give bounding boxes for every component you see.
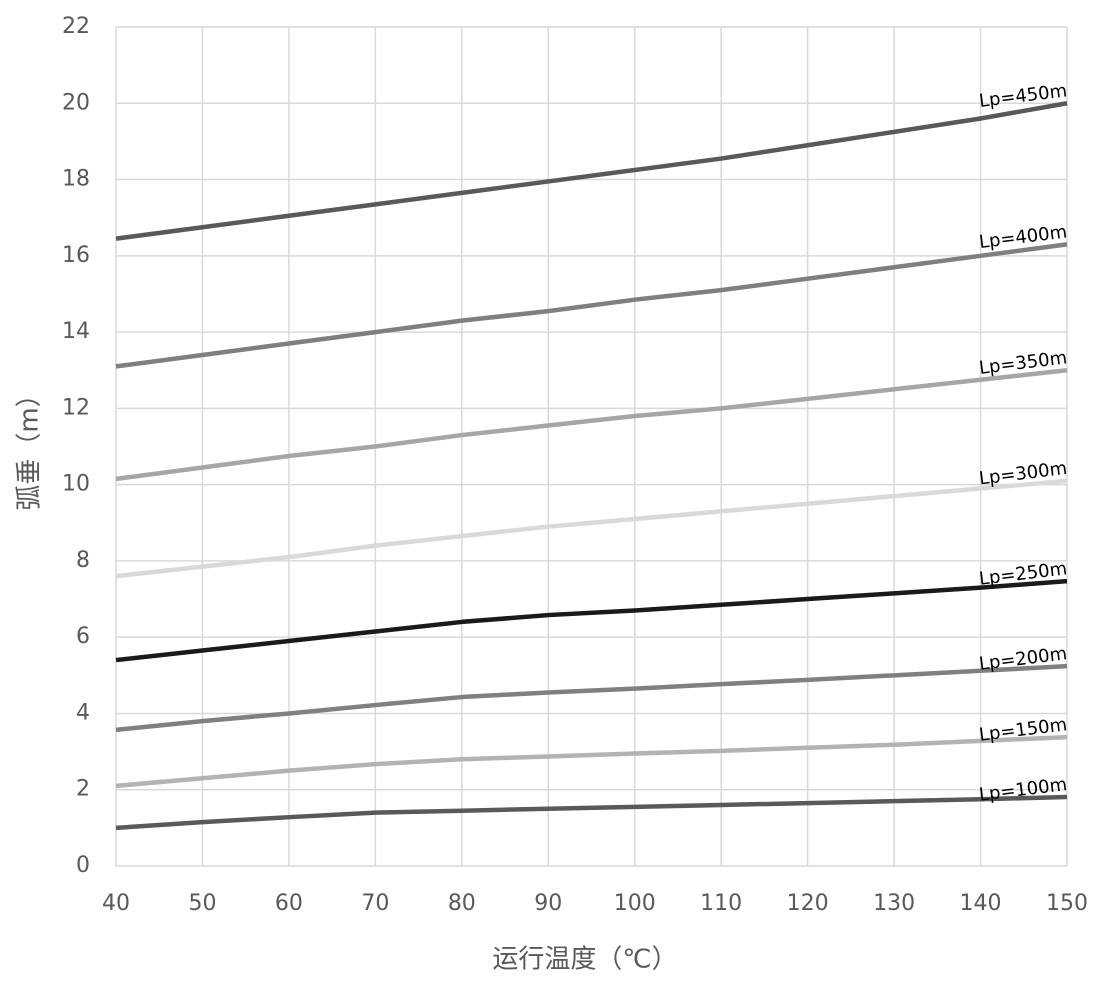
y-axis-title: 弧垂（m） <box>15 381 45 510</box>
series-line <box>115 242 1068 369</box>
x-tick-label: 80 <box>448 891 476 916</box>
x-tick-label: 70 <box>361 891 389 916</box>
y-tick-label: 4 <box>76 700 90 725</box>
y-tick-label: 20 <box>62 90 90 115</box>
x-tick-label: 90 <box>534 891 562 916</box>
series-line <box>115 101 1068 241</box>
x-tick-label: 120 <box>787 891 829 916</box>
y-tick-label: 12 <box>62 395 90 420</box>
x-tick-label: 150 <box>1046 891 1088 916</box>
y-tick-label: 10 <box>62 472 90 497</box>
x-tick-label: 60 <box>275 891 303 916</box>
series-line <box>115 367 1068 482</box>
x-tick-label: 40 <box>102 891 130 916</box>
y-tick-label: 16 <box>62 243 90 268</box>
y-tick-label: 18 <box>62 167 90 192</box>
series-line <box>115 478 1068 579</box>
y-tick-label: 2 <box>76 777 90 802</box>
x-tick-label: 140 <box>960 891 1002 916</box>
x-tick-label: 130 <box>873 891 915 916</box>
y-tick-label: 6 <box>76 624 90 649</box>
y-tick-label: 8 <box>76 548 90 573</box>
y-tick-label: 14 <box>62 319 90 344</box>
y-tick-label: 22 <box>62 14 90 39</box>
series-line <box>115 663 1068 733</box>
x-tick-label: 110 <box>700 891 742 916</box>
series-line <box>115 734 1068 789</box>
x-tick-label: 50 <box>188 891 216 916</box>
x-axis-title: 运行温度（℃） <box>492 945 677 975</box>
x-tick-label: 100 <box>614 891 656 916</box>
series-line <box>115 794 1068 831</box>
series-line <box>115 578 1068 663</box>
y-tick-label: 0 <box>76 853 90 878</box>
series-label: Lp=100m <box>978 774 1068 806</box>
